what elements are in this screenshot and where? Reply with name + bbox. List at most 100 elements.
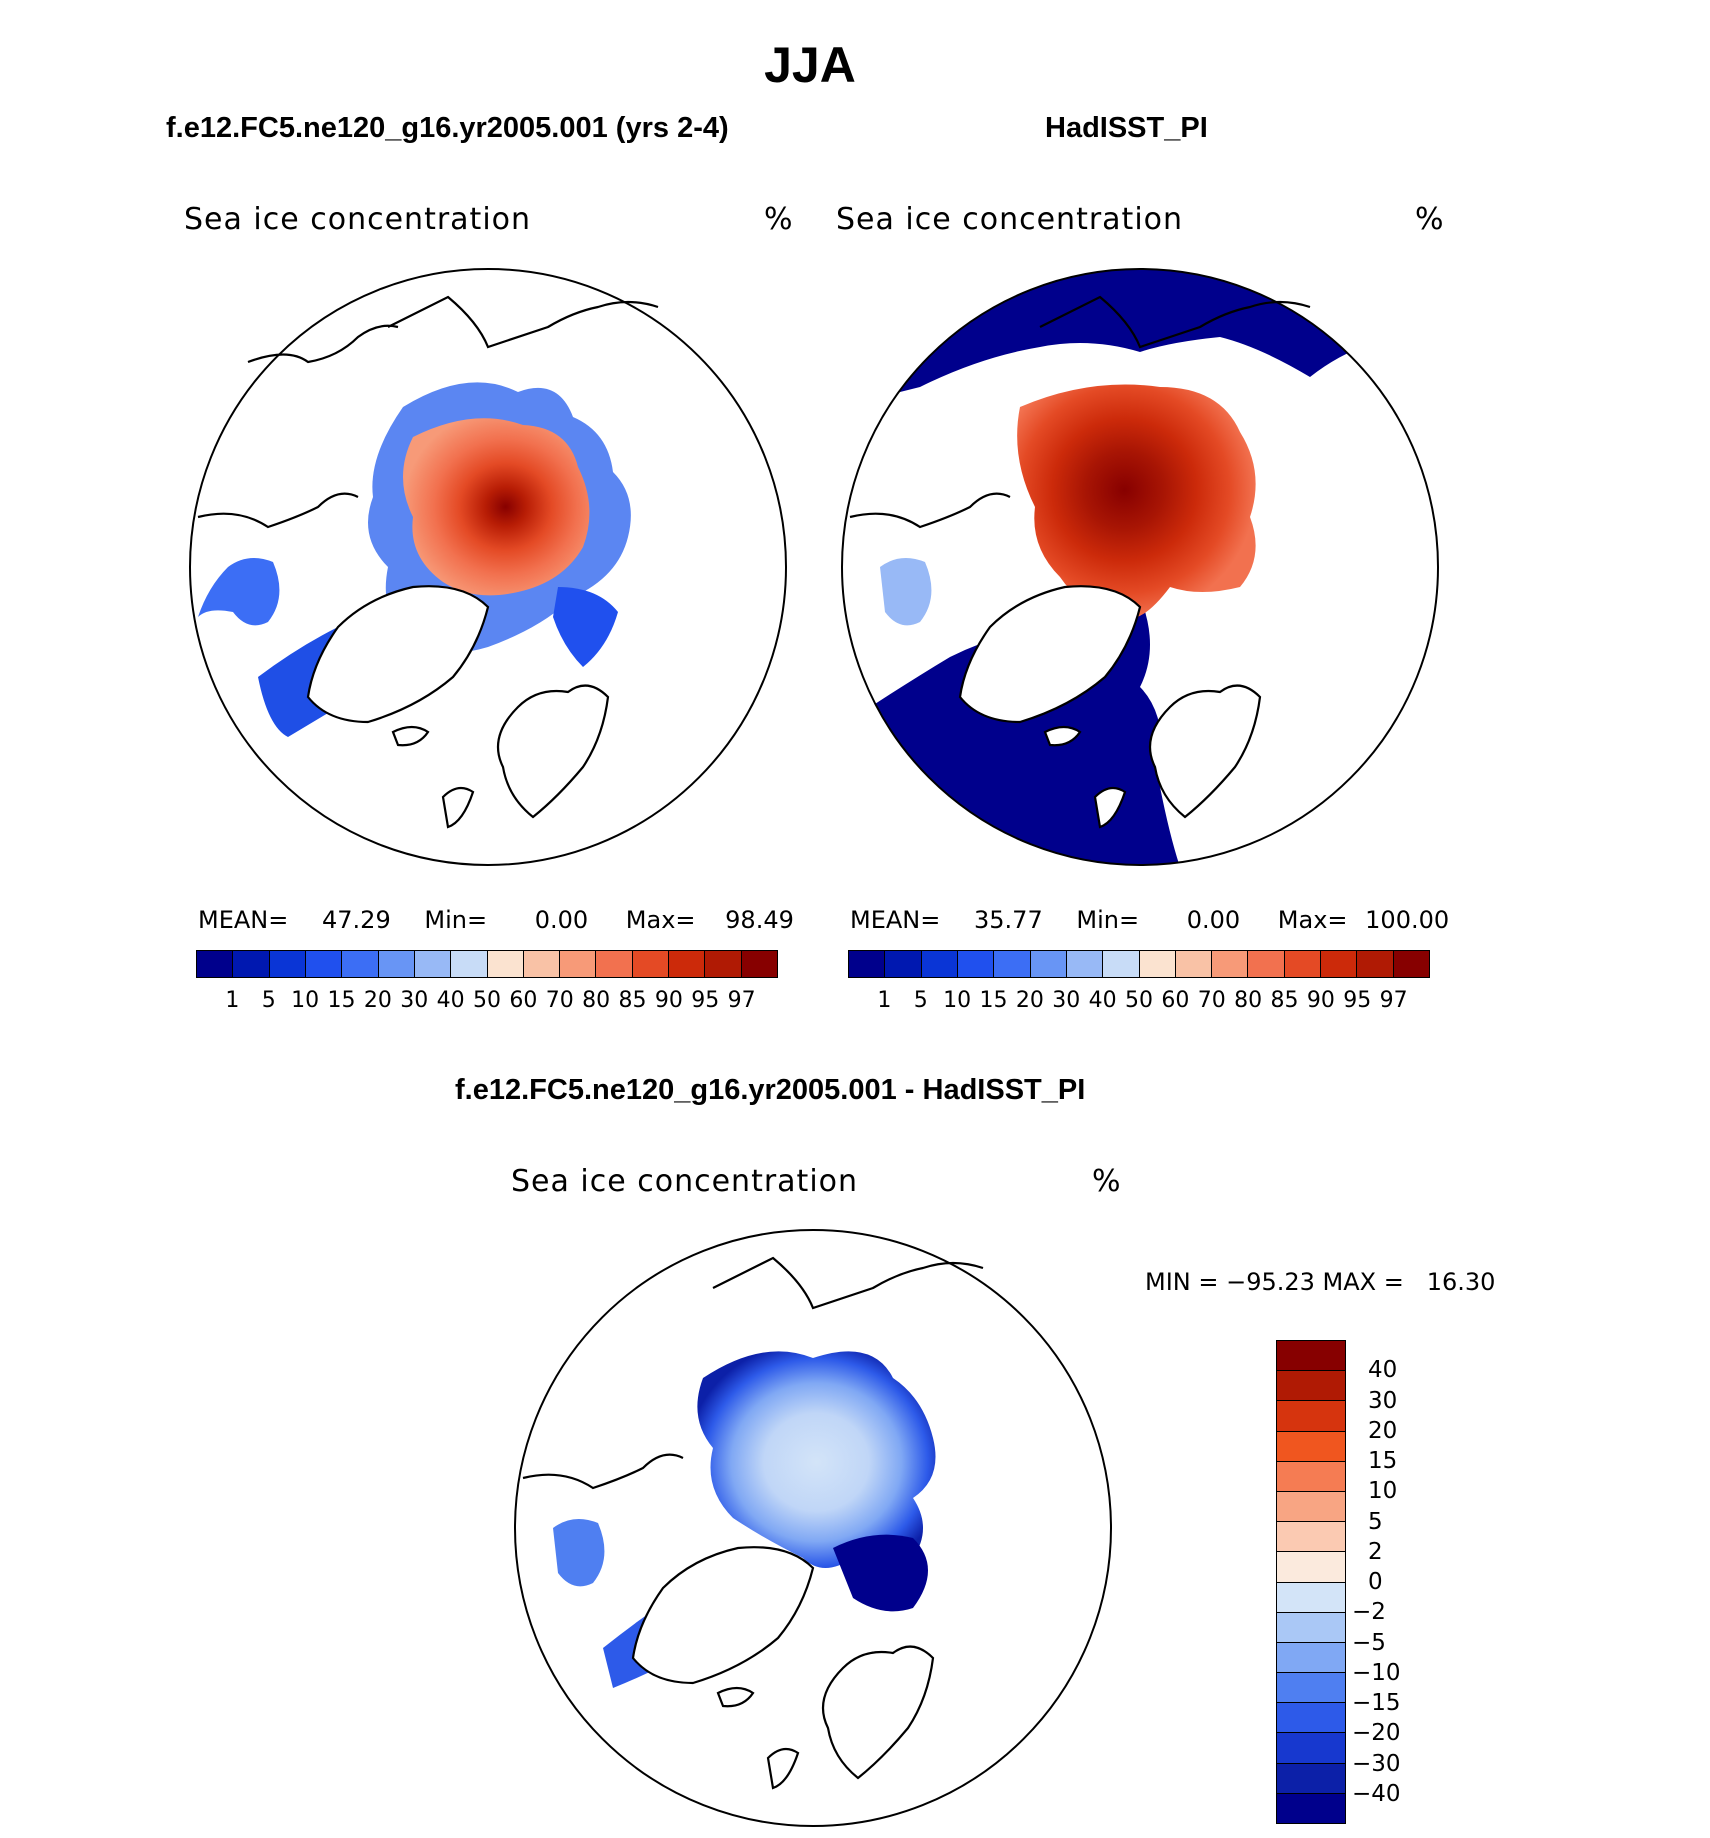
model-min-label: Min= (424, 906, 488, 934)
obs-max-value: 100.00 (1365, 906, 1450, 934)
diff-units-label: % (1092, 1164, 1122, 1199)
model-colorbar-swatch (378, 951, 415, 977)
model-greenland-coast (306, 585, 490, 724)
model-colorbar-tick-label: 20 (363, 988, 392, 1013)
obs-colorbar-tick-label: 1 (877, 988, 892, 1013)
model-colorbar-swatch (342, 951, 379, 977)
obs-colorbar-tick-label: 20 (1015, 988, 1044, 1013)
diff-colorbar-tick-label: 0 (1368, 1569, 1383, 1595)
obs-colorbar-tick-label: 40 (1088, 988, 1117, 1013)
diff-colorbar-swatch (1277, 1401, 1345, 1432)
diff-greenland-coast (631, 1546, 815, 1685)
diff-colorbar-swatch (1277, 1582, 1345, 1613)
model-colorbar-swatch (523, 951, 561, 977)
model-colorbar-ticks: 1 5 10 15 20 30 40 50 60 70 80 85 90 95 97 (196, 988, 778, 1018)
diff-colorbar-swatch (1277, 1341, 1345, 1372)
model-siberia-coast (387, 295, 659, 349)
obs-colorbar-swatch (1357, 951, 1394, 977)
diff-colorbar-tick-label: 15 (1368, 1448, 1398, 1474)
diff-colorbar-tick-label: −5 (1352, 1629, 1386, 1656)
model-colorbar-swatch (487, 951, 524, 977)
obs-colorbar-tick-label: 90 (1306, 988, 1335, 1013)
obs-colorbar-swatch (1103, 951, 1140, 977)
model-colorbar-swatches (196, 950, 778, 978)
diff-colorbar-swatch (1277, 1612, 1345, 1643)
model-iceland-coast (391, 725, 430, 747)
diff-canada-coast (522, 1453, 684, 1490)
model-mean-value: 47.29 (322, 906, 391, 934)
model-max-value: 98.49 (725, 906, 794, 934)
obs-colorbar-tick-label: 95 (1343, 988, 1372, 1013)
obs-uk-coast (1093, 786, 1127, 829)
diff-panel-subtitle: f.e12.FC5.ne120_g16.yr2005.001 - HadISST… (455, 1074, 1086, 1106)
model-colorbar-swatch (197, 951, 234, 977)
obs-colorbar-tick-label: 80 (1234, 988, 1263, 1013)
diff-colorbar-swatch (1277, 1491, 1345, 1523)
diff-colorbar-tick-label: 40 (1368, 1357, 1398, 1384)
obs-units-label: % (1415, 202, 1445, 237)
obs-colorbar-swatch (1175, 951, 1213, 977)
model-colorbar-tick-label: 60 (509, 988, 538, 1013)
model-colorbar-tick-label: 15 (327, 988, 356, 1013)
obs-min-label: Min= (1076, 906, 1140, 934)
diff-colorbar-swatch (1277, 1733, 1345, 1764)
obs-colorbar-swatch (1212, 951, 1249, 977)
model-colorbar-tick-label: 1 (225, 988, 240, 1013)
model-colorbar-tick-label: 70 (545, 988, 574, 1013)
diff-siberia-coast (712, 1256, 984, 1310)
obs-colorbar-swatch (994, 951, 1031, 977)
diff-colorbar-swatch (1277, 1763, 1345, 1794)
diff-colorbar-swatch (1277, 1703, 1345, 1734)
model-colorbar-swatch (233, 951, 270, 977)
model-colorbar-tick-label: 95 (691, 988, 720, 1013)
diff-colorbar-swatch (1277, 1371, 1345, 1402)
model-scandinavia-coast (496, 684, 610, 819)
obs-colorbar-swatch (1393, 951, 1429, 977)
diff-colorbar-tick-label: −30 (1352, 1750, 1401, 1777)
diff-colorbar-swatch (1277, 1793, 1345, 1823)
obs-colorbar-swatch (885, 951, 922, 977)
model-colorbar-tick-label: 50 (473, 988, 501, 1013)
diff-polar-map (514, 1229, 1112, 1827)
model-uk-coast (441, 786, 475, 829)
diff-colorbar-tick-label: −2 (1352, 1599, 1386, 1626)
model-hudson-bay-ice (198, 558, 280, 626)
diff-barents-region (833, 1534, 928, 1612)
model-colorbar-tick-label: 90 (654, 988, 683, 1013)
obs-colorbar-tick-label: 10 (943, 988, 972, 1013)
diff-colorbar-tick-label: 30 (1368, 1387, 1398, 1414)
obs-colorbar-tick-label: 30 (1052, 988, 1081, 1013)
diff-colorbar-swatch (1277, 1552, 1345, 1583)
obs-panel-subtitle: HadISST_PI (1045, 112, 1208, 144)
model-field-label: Sea ice concentration (184, 202, 532, 237)
page-title: JJA (764, 37, 856, 93)
diff-colorbar (1276, 1340, 1346, 1824)
model-colorbar-swatch (632, 951, 670, 977)
obs-colorbar-swatch (957, 951, 995, 977)
diff-colorbar-tick-label: 5 (1368, 1508, 1383, 1535)
model-max-label: Max= (625, 906, 696, 934)
obs-max-label: Max= (1277, 906, 1348, 934)
diff-colorbar-swatch (1277, 1431, 1345, 1462)
obs-colorbar-ticks: 1 5 10 15 20 30 40 50 60 70 80 85 90 95 97 (848, 988, 1430, 1018)
obs-colorbar-swatch (1321, 951, 1358, 977)
diff-colorbar-tick-label: 20 (1368, 1417, 1398, 1444)
model-colorbar-tick-label: 80 (582, 988, 611, 1013)
model-panel-subtitle: f.e12.FC5.ne120_g16.yr2005.001 (yrs 2-4) (166, 112, 729, 144)
diff-colorbar-tick-label: −20 (1352, 1720, 1401, 1747)
diff-colorbar-tick-label: −40 (1352, 1780, 1401, 1807)
model-colorbar-swatch (414, 951, 452, 977)
obs-colorbar-tick-label: 97 (1379, 988, 1408, 1013)
obs-polar-map (841, 268, 1439, 866)
model-mean-label: MEAN= (198, 906, 289, 934)
obs-scandinavia-coast (1148, 684, 1262, 819)
obs-mean-label: MEAN= (850, 906, 941, 934)
diff-ice-region (697, 1351, 936, 1573)
diff-field-label: Sea ice concentration (511, 1164, 859, 1199)
model-colorbar-tick-label: 85 (618, 988, 647, 1013)
model-colorbar-tick-label: 10 (291, 988, 320, 1013)
diff-uk-coast (766, 1747, 800, 1790)
obs-hudson-bay-ice (880, 558, 932, 626)
obs-colorbar-tick-label: 85 (1270, 988, 1299, 1013)
model-colorbar-swatch (669, 951, 706, 977)
